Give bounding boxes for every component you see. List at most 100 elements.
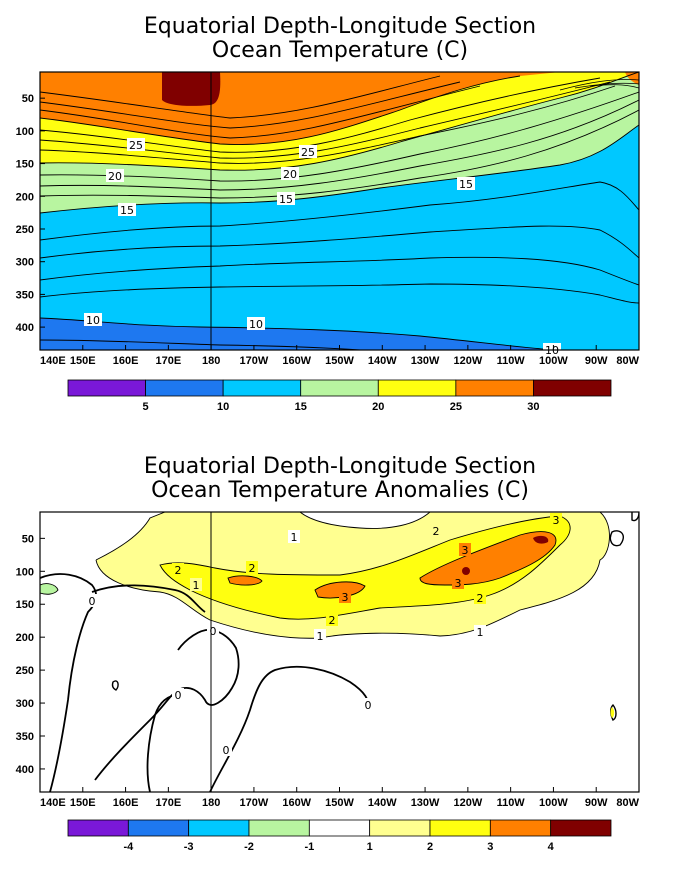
contour-label: 1 bbox=[291, 531, 298, 544]
colorbar-swatch bbox=[377, 379, 457, 397]
colorbar-tick-label: 20 bbox=[372, 401, 384, 413]
x-tick-label: 170E bbox=[156, 797, 182, 809]
x-tick-label: 100W bbox=[539, 797, 568, 809]
y-tick-label: 200 bbox=[16, 632, 34, 644]
band-2-3 bbox=[160, 516, 571, 620]
colorbar-swatch bbox=[145, 379, 224, 397]
x-tick-label: 100W bbox=[539, 355, 568, 367]
contour-labels-2: 1 1 1 1 2 2 2 2 2 3 3 3 3 0 0 0 0 0 bbox=[86, 513, 562, 757]
contour-label: 15 bbox=[459, 178, 473, 191]
contour-label: 3 bbox=[553, 514, 560, 527]
contour-label: 25 bbox=[129, 139, 143, 152]
x-tick-label: 90W bbox=[585, 797, 608, 809]
contour-label: 2 bbox=[175, 564, 182, 577]
contour-label: 0 bbox=[89, 595, 96, 608]
band-30-plus bbox=[162, 72, 221, 106]
band-3-4-mid bbox=[315, 581, 365, 598]
colorbar-tick-label: 5 bbox=[143, 401, 149, 413]
colorbar-tick-label: -3 bbox=[184, 841, 194, 853]
contour-label: 2 bbox=[249, 562, 256, 575]
x-tick-label: 140W bbox=[368, 355, 397, 367]
contour-label: 2 bbox=[433, 525, 440, 538]
contour-label: 3 bbox=[455, 577, 462, 590]
colorbar-swatch bbox=[248, 819, 310, 837]
y-tick-label: 50 bbox=[22, 93, 34, 105]
contour-label: 3 bbox=[462, 544, 469, 557]
y-tick-label: 200 bbox=[16, 191, 34, 203]
colorbar-swatch bbox=[550, 819, 612, 837]
colorbar-tick-label: -2 bbox=[244, 841, 254, 853]
contour-label: 0 bbox=[210, 625, 217, 638]
band-3-4 bbox=[420, 531, 556, 585]
colorbar-swatch bbox=[127, 819, 190, 837]
colorbar-tick-label: 15 bbox=[295, 401, 307, 413]
y-tick-label: 100 bbox=[16, 126, 34, 138]
contour-label: 20 bbox=[283, 168, 297, 181]
x-tick-label: 150E bbox=[70, 797, 96, 809]
axes-2: 140E 150E 160E 170E 180 170W 160W 150W 140W 130W 1… bbox=[16, 533, 640, 809]
y-tick-label: 350 bbox=[16, 731, 34, 743]
x-tick-label: 140E bbox=[40, 797, 66, 809]
colorbar-tick-label: 1 bbox=[367, 841, 373, 853]
x-tick-label: 110W bbox=[497, 797, 526, 809]
contour-label: 20 bbox=[108, 170, 122, 183]
x-tick-label: 80W bbox=[616, 797, 639, 809]
x-tick-label: 130W bbox=[411, 355, 440, 367]
colorbar-swatch bbox=[67, 819, 129, 837]
y-tick-label: 300 bbox=[16, 257, 34, 269]
colorbar-1: 5 10 15 20 25 30 bbox=[67, 379, 612, 413]
colorbar-swatch bbox=[429, 819, 491, 837]
colorbar-tick-label: 25 bbox=[450, 401, 462, 413]
colorbar-swatch bbox=[455, 379, 534, 397]
x-tick-label: 120W bbox=[453, 797, 482, 809]
yellow-blob-east bbox=[610, 707, 615, 718]
chart2-subtitle: Ocean Temperature Anomalies (C) bbox=[151, 478, 529, 503]
y-tick-label: 400 bbox=[16, 322, 34, 334]
contour-label: 1 bbox=[317, 630, 324, 643]
x-tick-label: 160E bbox=[113, 797, 139, 809]
colorbar-swatch bbox=[308, 819, 371, 837]
colorbar-swatch bbox=[300, 379, 379, 397]
contour-label: 2 bbox=[477, 592, 484, 605]
x-tick-label: 150W bbox=[325, 355, 354, 367]
contour-label: 25 bbox=[301, 146, 315, 159]
y-tick-label: 250 bbox=[16, 224, 34, 236]
colorbar-tick-label: 30 bbox=[527, 401, 539, 413]
x-tick-label: 160W bbox=[282, 355, 311, 367]
y-tick-label: 50 bbox=[22, 533, 34, 545]
x-tick-label: 160W bbox=[282, 797, 311, 809]
x-tick-label: 170W bbox=[240, 797, 269, 809]
contour-label: 1 bbox=[477, 626, 484, 639]
x-tick-label: 180 bbox=[202, 797, 220, 809]
y-tick-label: 300 bbox=[16, 698, 34, 710]
x-tick-label: 160E bbox=[113, 355, 139, 367]
chart1-title: Equatorial Depth-Longitude Section bbox=[143, 14, 537, 39]
colorbar-tick-label: 10 bbox=[217, 401, 229, 413]
band-3-4-west bbox=[228, 575, 262, 586]
band-4-plus-b bbox=[462, 567, 470, 575]
contour-label: 2 bbox=[329, 614, 336, 627]
colorbar-tick-label: -4 bbox=[123, 841, 134, 853]
contour-label: 0 bbox=[223, 744, 230, 757]
x-tick-label: 170W bbox=[240, 355, 269, 367]
colorbar-tick-label: 2 bbox=[427, 841, 433, 853]
x-tick-label: 140E bbox=[40, 355, 66, 367]
colorbar-swatch bbox=[489, 819, 552, 837]
colorbar-swatch bbox=[533, 379, 612, 397]
colorbar-swatch bbox=[67, 379, 146, 397]
x-tick-label: 150W bbox=[325, 797, 354, 809]
colorbar-swatch bbox=[222, 379, 302, 397]
axes-1: 140E 150E 160E 170E 180 170W 160W 150W 140W 130W 1… bbox=[16, 93, 640, 367]
colorbar-2: -4 -3 -2 -1 1 2 3 4 bbox=[67, 819, 612, 853]
x-tick-label: 90W bbox=[585, 355, 608, 367]
contour-label: 0 bbox=[365, 699, 372, 712]
x-tick-label: 150E bbox=[70, 355, 96, 367]
contour-label: 10 bbox=[86, 314, 100, 327]
anomaly-field bbox=[40, 512, 639, 792]
y-tick-label: 150 bbox=[16, 599, 34, 611]
contour-label: 0 bbox=[175, 689, 182, 702]
x-tick-label: 180 bbox=[202, 355, 220, 367]
contour-label: 15 bbox=[279, 193, 293, 206]
colorbar-swatch bbox=[369, 819, 431, 837]
contour-label: 3 bbox=[342, 591, 349, 604]
